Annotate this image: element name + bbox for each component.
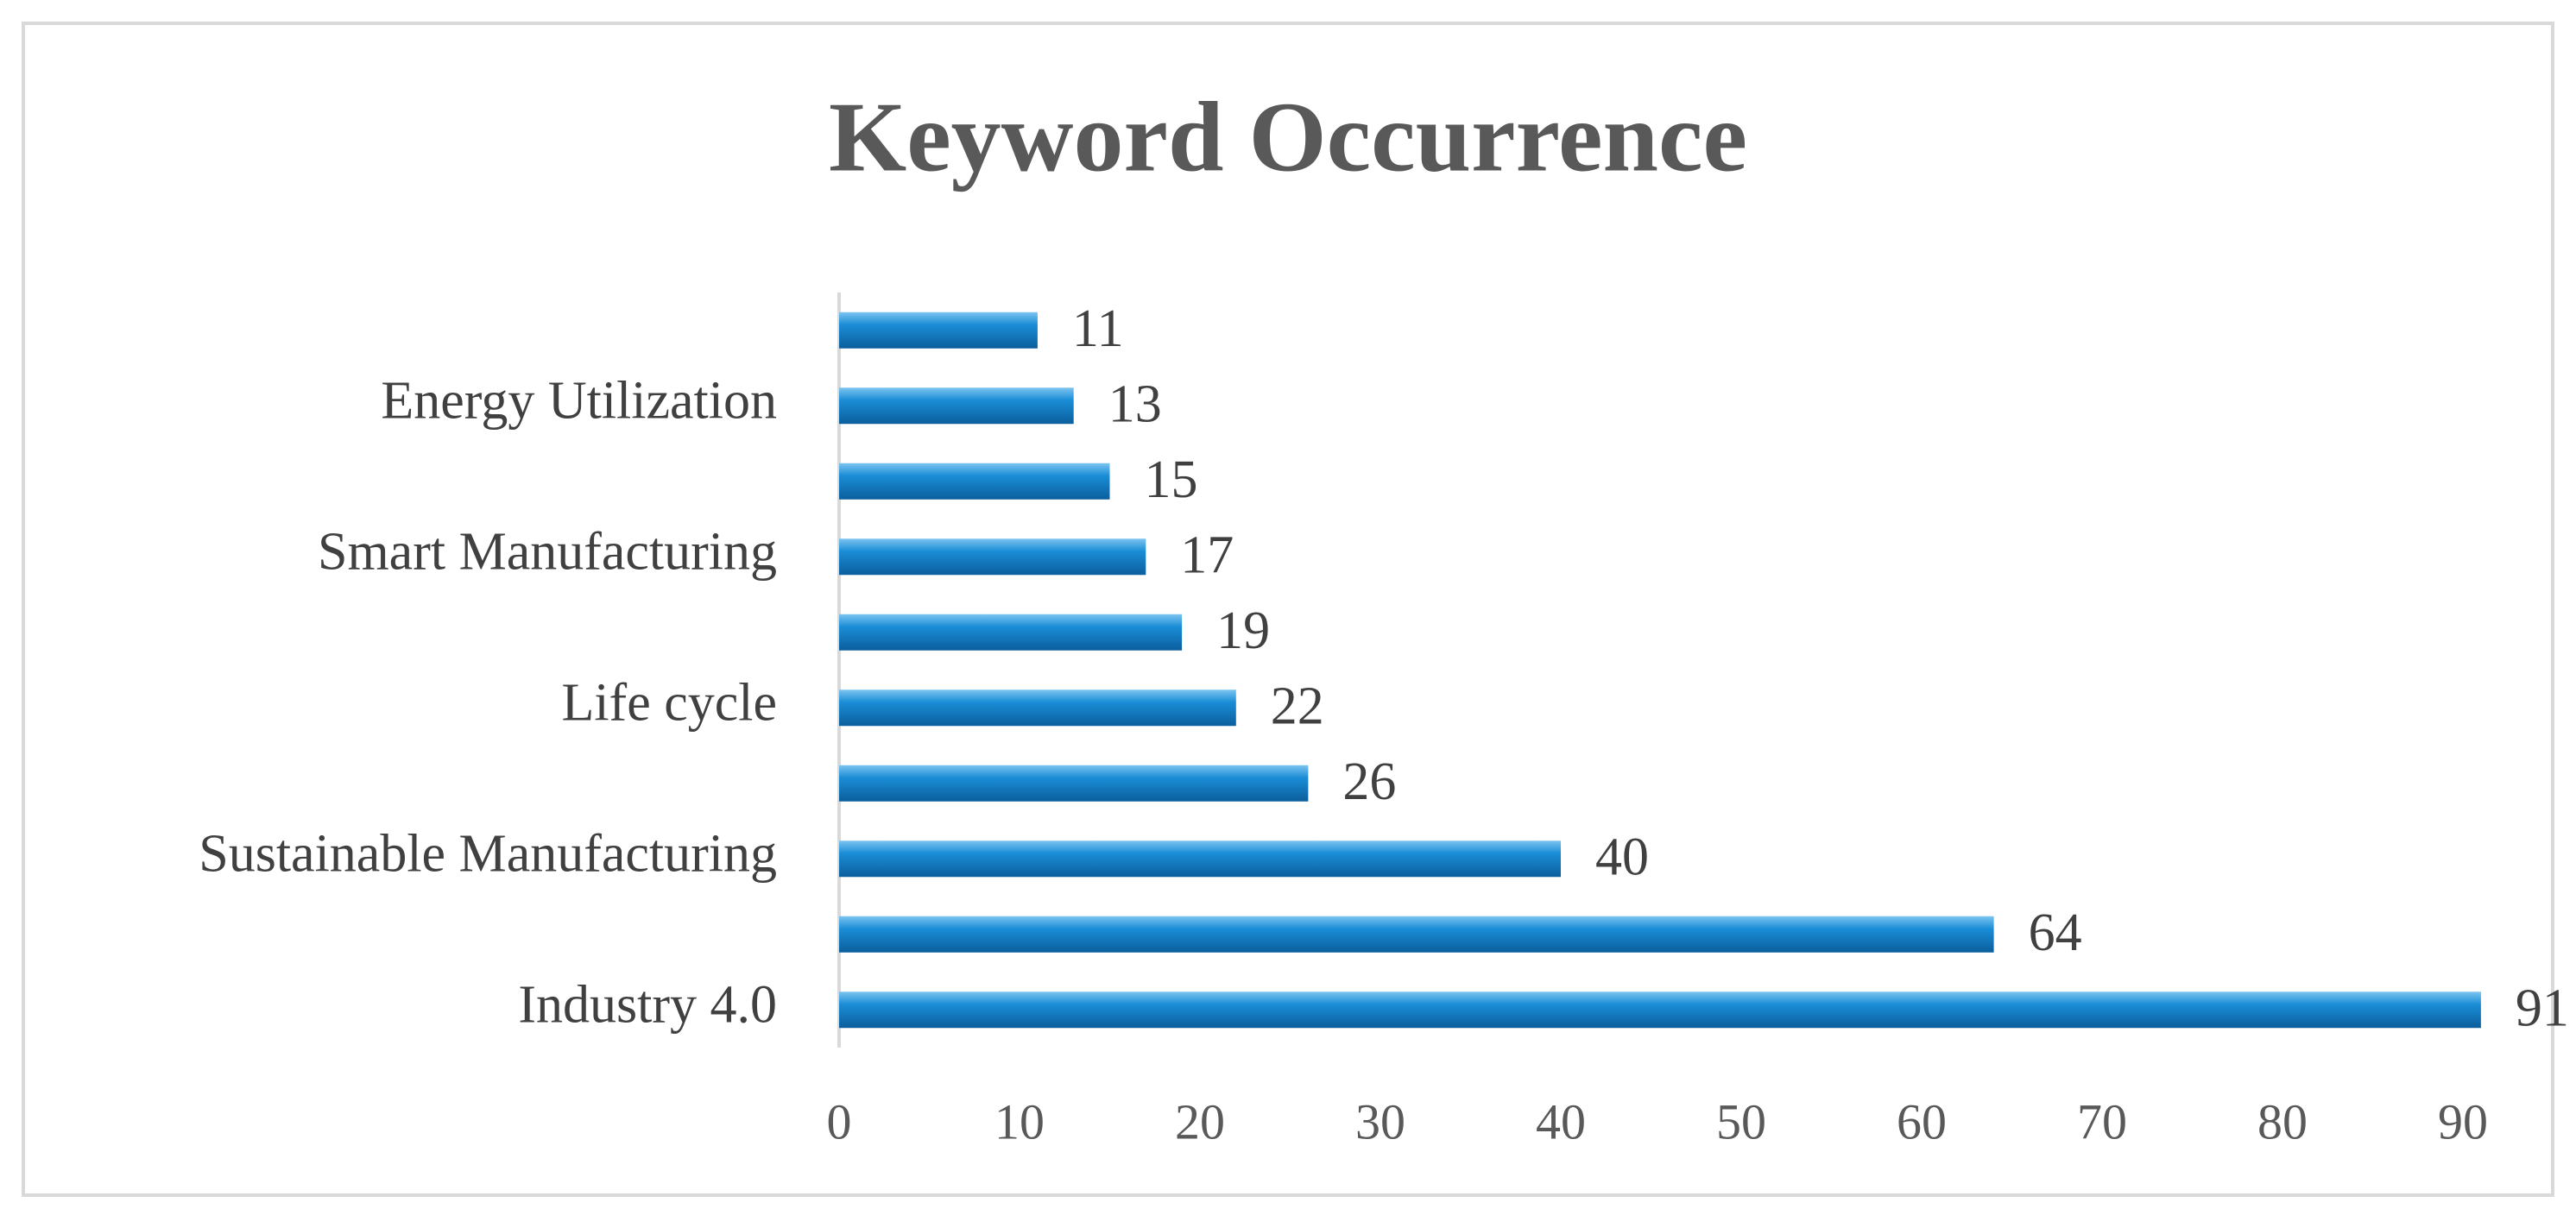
- x-tick-label: 0: [827, 1093, 852, 1149]
- data-label: 40: [1595, 828, 1649, 886]
- data-label: 19: [1216, 601, 1270, 660]
- bar: [839, 689, 1236, 727]
- x-tick-label: 80: [2257, 1093, 2308, 1149]
- x-tick-label: 20: [1175, 1093, 1225, 1149]
- y-tick-label: Energy Utilization: [381, 371, 777, 430]
- data-label: 22: [1271, 677, 1324, 735]
- x-tick-label: 30: [1355, 1093, 1405, 1149]
- bar: [839, 840, 1561, 878]
- bar: [839, 916, 1994, 953]
- y-tick-label: Sustainable Manufacturing: [199, 824, 777, 883]
- bar: [839, 992, 2481, 1029]
- chart-title: Keyword Occurrence: [829, 83, 1747, 193]
- x-tick-label: 60: [1897, 1093, 1947, 1149]
- bar: [839, 463, 1110, 500]
- bar: [839, 387, 1074, 425]
- bar: [839, 538, 1146, 576]
- data-label: 11: [1072, 299, 1124, 358]
- data-label: 91: [2516, 979, 2569, 1037]
- y-tick-label: Smart Manufacturing: [318, 522, 777, 581]
- x-tick-label: 50: [1716, 1093, 1766, 1149]
- bar: [839, 614, 1183, 651]
- data-label: 15: [1145, 450, 1198, 509]
- data-label: 13: [1108, 375, 1162, 433]
- y-tick-label: Life cycle: [561, 673, 777, 732]
- x-tick-label: 10: [994, 1093, 1045, 1149]
- y-tick-label: Industry 4.0: [518, 975, 777, 1034]
- bar: [839, 312, 1038, 349]
- bar: [839, 765, 1309, 802]
- data-label: 17: [1180, 526, 1234, 584]
- x-tick-label: 90: [2438, 1093, 2488, 1149]
- x-tick-label: 40: [1536, 1093, 1586, 1149]
- x-tick-label: 70: [2077, 1093, 2127, 1149]
- data-label: 64: [2029, 903, 2082, 962]
- data-label: 26: [1342, 752, 1396, 811]
